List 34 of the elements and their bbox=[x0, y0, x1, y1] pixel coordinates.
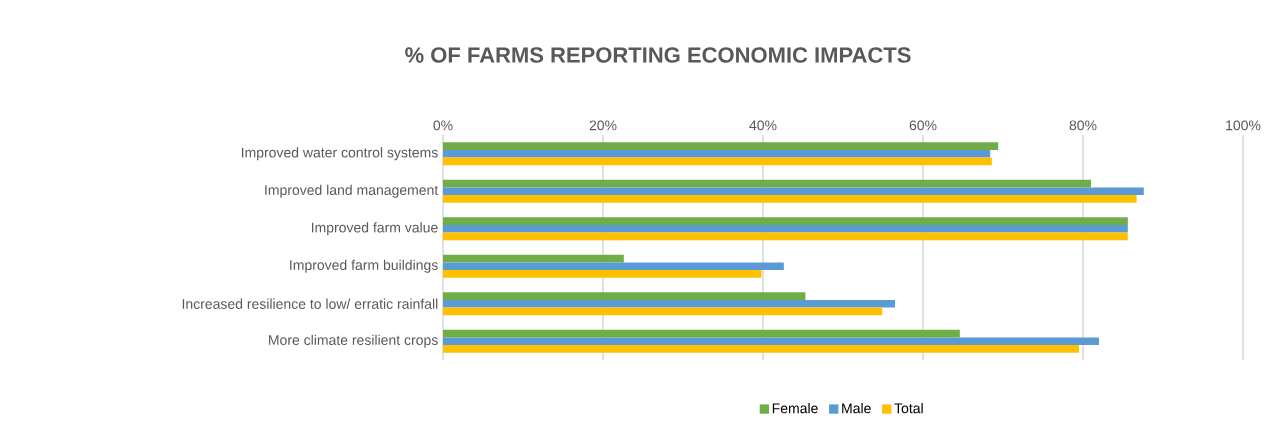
x-tick-label: 20% bbox=[589, 120, 617, 131]
bar bbox=[443, 179, 1092, 188]
legend-label: Female bbox=[772, 402, 818, 414]
bar bbox=[443, 217, 1128, 225]
y-tick-label: Improved farm value bbox=[311, 222, 438, 236]
x-tick-label: 40% bbox=[749, 120, 777, 131]
y-tick-label: Improved water control systems bbox=[241, 147, 438, 161]
legend-label: Male bbox=[842, 402, 871, 414]
bar bbox=[443, 232, 1128, 241]
x-tick-label: 60% bbox=[909, 120, 937, 131]
bar bbox=[443, 157, 992, 166]
y-tick-label: Improved land management bbox=[265, 184, 439, 198]
bar bbox=[443, 142, 999, 150]
x-tick-label: 0% bbox=[433, 120, 453, 131]
bar bbox=[443, 270, 762, 278]
bar bbox=[443, 345, 1080, 353]
y-tick-label: More climate resilient crops bbox=[269, 334, 438, 348]
x-tick-label: 100% bbox=[1226, 120, 1261, 131]
bar bbox=[443, 187, 1144, 196]
bar bbox=[443, 307, 883, 316]
chart-title: % OF FARMS REPORTING ECONOMIC IMPACTS bbox=[405, 47, 911, 63]
bar bbox=[443, 195, 1137, 203]
bar bbox=[443, 337, 1100, 346]
bar bbox=[443, 262, 784, 271]
legend-label: Total bbox=[894, 402, 923, 414]
bar bbox=[443, 329, 960, 338]
bar bbox=[443, 292, 806, 300]
x-tick-label: 80% bbox=[1069, 120, 1097, 131]
bar bbox=[443, 299, 896, 308]
y-tick-label: Increased resilience to low/ erratic rainfall bbox=[182, 298, 438, 309]
bar bbox=[443, 149, 991, 158]
y-tick-label: Improved farm buildings bbox=[290, 259, 438, 273]
bar bbox=[443, 224, 1128, 233]
bar bbox=[443, 254, 624, 263]
